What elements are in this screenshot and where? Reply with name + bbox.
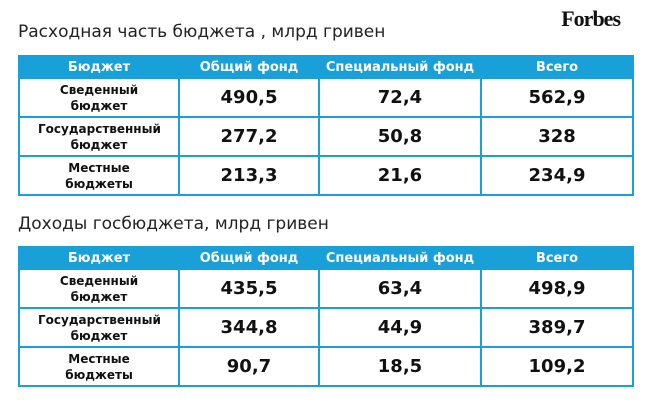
row-label: Сведенный бюджет <box>18 268 180 309</box>
value-cell: 490,5 <box>178 77 320 118</box>
table-row: Местные бюджеты 213,3 21,6 234,9 <box>18 155 634 196</box>
value-cell: 18,5 <box>318 346 482 387</box>
value-cell: 435,5 <box>178 268 320 309</box>
header-cell: Всего <box>480 246 634 270</box>
table-row: Сведенный бюджет 490,5 72,4 562,9 <box>18 77 634 118</box>
logo: Forbes <box>561 6 621 31</box>
header-cell: Общий фонд <box>178 55 320 79</box>
value-cell: 562,9 <box>480 77 634 118</box>
header-cell: Общий фонд <box>178 246 320 270</box>
table-row: Государственный бюджет 277,2 50,8 328 <box>18 116 634 157</box>
table-row: Государственный бюджет 344,8 44,9 389,7 <box>18 307 634 348</box>
row-label: Сведенный бюджет <box>18 77 180 118</box>
value-cell: 50,8 <box>318 116 482 157</box>
row-label: Государственный бюджет <box>18 116 180 157</box>
value-cell: 234,9 <box>480 155 634 196</box>
header-cell: Бюджет <box>18 246 180 270</box>
value-cell: 498,9 <box>480 268 634 309</box>
value-cell: 90,7 <box>178 346 320 387</box>
data-table: Бюджет Общий фонд Специальный фонд Всего Све… <box>18 246 634 387</box>
value-cell: 72,4 <box>318 77 482 118</box>
row-label: Местные бюджеты <box>18 155 180 196</box>
value-cell: 344,8 <box>178 307 320 348</box>
row-label: Государственный бюджет <box>18 307 180 348</box>
table-title: Доходы госбюджета, млрд гривен <box>18 214 329 234</box>
value-cell: 328 <box>480 116 634 157</box>
value-cell: 213,3 <box>178 155 320 196</box>
value-cell: 277,2 <box>178 116 320 157</box>
value-cell: 44,9 <box>318 307 482 348</box>
table-title: Расходная часть бюджета , млрд гривен <box>18 22 386 42</box>
header-cell: Специальный фонд <box>318 246 482 270</box>
value-cell: 63,4 <box>318 268 482 309</box>
data-table: Бюджет Общий фонд Специальный фонд Всего Све… <box>18 55 634 196</box>
value-cell: 389,7 <box>480 307 634 348</box>
table-row: Сведенный бюджет 435,5 63,4 498,9 <box>18 268 634 309</box>
header-row: Бюджет Общий фонд Специальный фонд Всего <box>18 55 634 79</box>
value-cell: 109,2 <box>480 346 634 387</box>
header-cell: Специальный фонд <box>318 55 482 79</box>
header-cell: Бюджет <box>18 55 180 79</box>
table-row: Местные бюджеты 90,7 18,5 109,2 <box>18 346 634 387</box>
value-cell: 21,6 <box>318 155 482 196</box>
header-row: Бюджет Общий фонд Специальный фонд Всего <box>18 246 634 270</box>
header-cell: Всего <box>480 55 634 79</box>
row-label: Местные бюджеты <box>18 346 180 387</box>
